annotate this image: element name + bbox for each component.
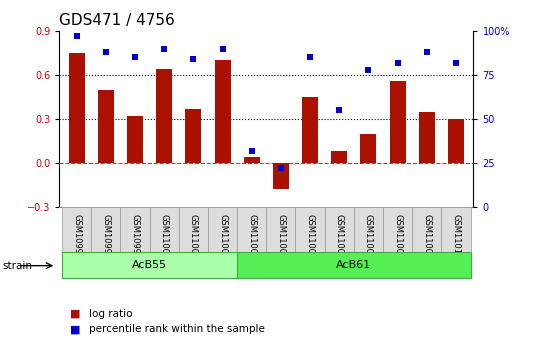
Bar xyxy=(127,116,143,163)
Bar xyxy=(62,252,237,278)
Text: percentile rank within the sample: percentile rank within the sample xyxy=(89,325,265,334)
Bar xyxy=(360,134,377,163)
Text: GSM11008: GSM11008 xyxy=(393,214,402,259)
Text: GSM11009: GSM11009 xyxy=(422,214,431,259)
Text: strain: strain xyxy=(3,262,33,271)
Point xyxy=(218,46,227,51)
Bar xyxy=(69,53,84,163)
Bar xyxy=(441,207,471,252)
Bar xyxy=(266,207,295,252)
Point xyxy=(364,67,373,72)
Point xyxy=(306,55,314,60)
Text: GSM11004: GSM11004 xyxy=(277,214,285,259)
Bar xyxy=(186,109,201,163)
Text: GSM11007: GSM11007 xyxy=(364,214,373,259)
Point xyxy=(102,49,110,55)
Text: AcB55: AcB55 xyxy=(132,260,167,270)
Text: GDS471 / 4756: GDS471 / 4756 xyxy=(59,13,175,29)
Text: ■: ■ xyxy=(70,325,81,334)
Point xyxy=(335,108,344,113)
Bar xyxy=(383,207,412,252)
Point xyxy=(247,148,256,154)
Point xyxy=(73,33,81,39)
Text: GSM10998: GSM10998 xyxy=(101,214,110,259)
Text: AcB61: AcB61 xyxy=(336,260,371,270)
Bar xyxy=(156,69,172,163)
Text: GSM11002: GSM11002 xyxy=(218,214,227,259)
Text: GSM11003: GSM11003 xyxy=(247,214,256,259)
Bar xyxy=(412,207,441,252)
Bar xyxy=(208,207,237,252)
Bar xyxy=(121,207,150,252)
Bar xyxy=(62,207,91,252)
Point xyxy=(160,46,168,51)
Bar xyxy=(179,207,208,252)
Bar xyxy=(419,112,435,163)
Bar xyxy=(91,207,121,252)
Bar xyxy=(302,97,318,163)
Bar xyxy=(215,60,231,163)
Text: GSM10997: GSM10997 xyxy=(72,214,81,259)
Text: GSM11001: GSM11001 xyxy=(189,214,198,259)
Point xyxy=(393,60,402,66)
Bar xyxy=(295,207,324,252)
Point xyxy=(131,55,139,60)
Bar xyxy=(150,207,179,252)
Point xyxy=(422,49,431,55)
Point xyxy=(451,60,460,66)
Bar xyxy=(237,252,471,278)
Text: GSM11000: GSM11000 xyxy=(160,214,169,259)
Text: GSM10999: GSM10999 xyxy=(131,214,139,259)
Bar xyxy=(273,163,289,189)
Text: log ratio: log ratio xyxy=(89,309,132,319)
Bar xyxy=(324,207,354,252)
Point xyxy=(189,57,197,62)
Text: GSM11010: GSM11010 xyxy=(451,214,461,259)
Bar xyxy=(331,151,347,163)
Text: ■: ■ xyxy=(70,309,81,319)
Point xyxy=(277,166,285,171)
Bar xyxy=(237,207,266,252)
Text: GSM11006: GSM11006 xyxy=(335,214,344,259)
Bar xyxy=(354,207,383,252)
Bar xyxy=(244,157,260,163)
Bar xyxy=(390,81,406,163)
Bar xyxy=(98,90,114,163)
Text: GSM11005: GSM11005 xyxy=(306,214,315,259)
Bar xyxy=(448,119,464,163)
